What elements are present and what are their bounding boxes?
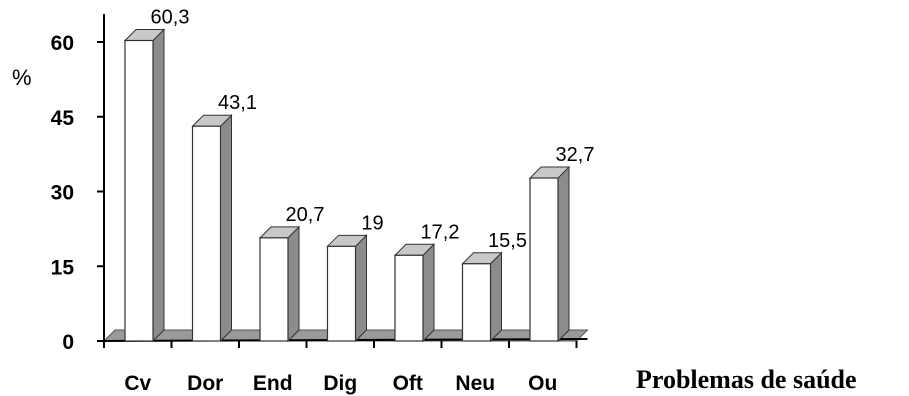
bar-neu (461, 251, 503, 343)
data-label: 17,2 (421, 221, 460, 243)
data-labels: 60,3 43,1 20,7 19 17,2 15,5 32,7 (151, 7, 595, 252)
bar-side (220, 114, 232, 343)
y-axis-label: % (12, 65, 32, 90)
y-tick-label: 0 (62, 331, 74, 354)
y-tick-label: 15 (51, 256, 75, 279)
bar-side (422, 243, 435, 343)
y-tick-label: 60 (51, 32, 74, 55)
x-axis-label: Problemas de saúde (636, 365, 857, 394)
bar-side (490, 251, 502, 343)
x-tick-label: Dor (187, 372, 223, 395)
x-tick-label: Neu (455, 372, 495, 395)
data-label: 32,7 (556, 144, 595, 166)
y-tick-label: 45 (51, 107, 75, 130)
bars (123, 28, 571, 343)
x-tick-label: End (253, 372, 293, 395)
y-tick-label: 30 (51, 182, 74, 205)
bar-end (258, 225, 301, 343)
data-label: 43,1 (218, 92, 257, 114)
y-tick-labels: 0 15 30 45 60 (51, 32, 75, 354)
bar-side (287, 225, 300, 343)
x-tick-label: Cv (124, 372, 151, 395)
bar-side (355, 234, 367, 343)
data-label: 15,5 (488, 230, 527, 252)
bar-ou (528, 165, 571, 343)
bar-face (191, 125, 222, 342)
data-label: 19 (361, 212, 383, 234)
bar-face (326, 245, 357, 342)
x-tick-labels: Cv Dor End Dig Oft Neu Ou (124, 372, 557, 395)
data-label: 20,7 (286, 204, 325, 226)
bar-face (394, 254, 424, 342)
bar-side (557, 165, 570, 343)
x-tick-label: Dig (323, 372, 357, 395)
bar-face (461, 263, 492, 342)
x-tick-label: Ou (528, 372, 557, 395)
bar-cv (123, 28, 166, 343)
bar-face (259, 237, 289, 342)
bar-dor (191, 114, 233, 343)
x-tick-label: Oft (393, 372, 423, 395)
bar-oft (393, 243, 436, 343)
bar-face (124, 39, 154, 342)
data-label: 60,3 (151, 7, 190, 29)
bar-face (529, 177, 559, 342)
bar-side (152, 28, 165, 343)
bar-dig (326, 234, 368, 343)
